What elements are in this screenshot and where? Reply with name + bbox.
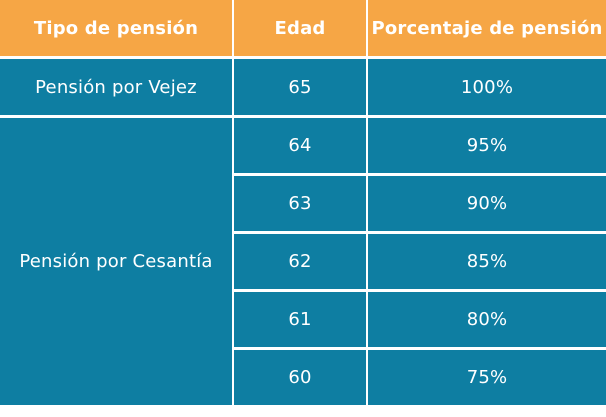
header-porcentaje: Porcentaje de pensión (368, 0, 606, 56)
pension-type-vejez: Pensión por Vejez (0, 59, 232, 115)
age-cell: 64 (234, 118, 366, 173)
age-cell: 65 (234, 59, 366, 115)
age-cell: 63 (234, 176, 366, 231)
age-cell: 62 (234, 234, 366, 289)
age-cell: 61 (234, 292, 366, 347)
percent-cell: 75% (368, 350, 606, 405)
header-edad: Edad (234, 0, 366, 56)
header-tipo-de-pension: Tipo de pensión (0, 0, 232, 56)
age-cell: 60 (234, 350, 366, 405)
pension-type-cesantia: Pensión por Cesantía (0, 118, 232, 405)
percent-cell: 85% (368, 234, 606, 289)
percent-cell: 80% (368, 292, 606, 347)
percent-cell: 100% (368, 59, 606, 115)
percent-cell: 90% (368, 176, 606, 231)
percent-cell: 95% (368, 118, 606, 173)
